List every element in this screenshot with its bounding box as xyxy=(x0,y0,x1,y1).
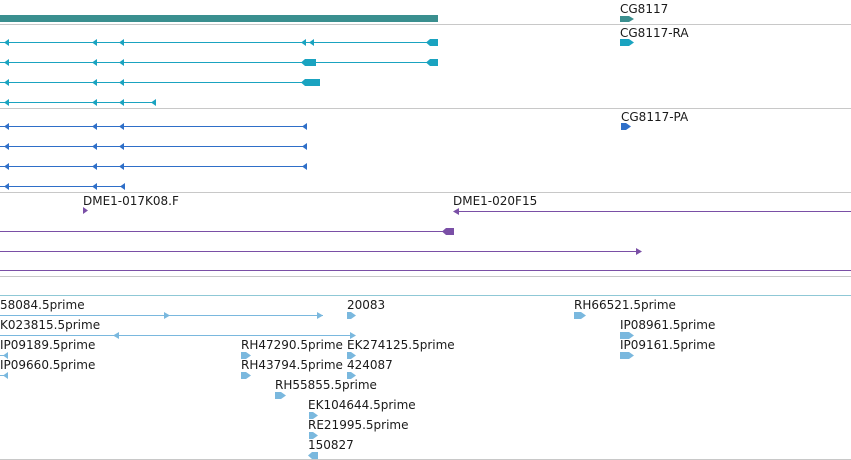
est-label[interactable]: IP09660.5prime xyxy=(0,358,96,372)
est-feature[interactable] xyxy=(620,352,634,359)
est-feature[interactable] xyxy=(347,372,356,379)
est-label[interactable]: RH47290.5prime xyxy=(241,338,343,352)
protein-feature[interactable] xyxy=(0,123,307,130)
clone-feature[interactable] xyxy=(0,228,454,235)
est-label[interactable]: 58084.5prime xyxy=(0,298,85,312)
est-feature[interactable] xyxy=(574,312,586,319)
gene-feature[interactable] xyxy=(0,15,438,22)
est-label[interactable]: K023815.5prime xyxy=(0,318,101,332)
transcript-feature[interactable] xyxy=(620,39,634,46)
est-label[interactable]: EK274125.5prime xyxy=(347,338,455,352)
est-feature[interactable] xyxy=(0,332,356,339)
gene-label[interactable]: CG8117 xyxy=(620,2,669,16)
protein-feature[interactable] xyxy=(621,123,631,130)
clone-label[interactable]: DME1-017K08.F xyxy=(83,194,179,208)
est-feature[interactable] xyxy=(241,352,251,359)
clone-label[interactable]: DME1-020F15 xyxy=(453,194,538,208)
transcript-feature[interactable] xyxy=(0,39,438,46)
est-feature[interactable] xyxy=(308,452,318,459)
est-feature[interactable] xyxy=(275,392,286,399)
protein-feature[interactable] xyxy=(0,163,307,170)
est-feature[interactable] xyxy=(0,372,8,379)
est-feature[interactable] xyxy=(309,412,318,419)
clone-feature[interactable] xyxy=(453,208,851,215)
est-label[interactable]: EK104644.5prime xyxy=(308,398,416,412)
est-feature[interactable] xyxy=(0,312,323,319)
est-label[interactable]: 20083 xyxy=(347,298,386,312)
est-label[interactable]: RE21995.5prime xyxy=(308,418,409,432)
clone-feature[interactable] xyxy=(83,207,88,214)
est-label[interactable]: 150827 xyxy=(308,438,354,452)
est-label[interactable]: IP08961.5prime xyxy=(620,318,716,332)
transcript-feature[interactable] xyxy=(0,79,320,86)
protein-feature[interactable] xyxy=(0,143,307,150)
gene-feature[interactable] xyxy=(620,16,634,22)
est-feature[interactable] xyxy=(241,372,251,379)
est-label[interactable]: RH43794.5prime xyxy=(241,358,343,372)
est-label[interactable]: IP09189.5prime xyxy=(0,338,96,352)
est-feature[interactable] xyxy=(347,312,356,319)
transcript-feature[interactable] xyxy=(0,59,438,66)
transcript-feature[interactable] xyxy=(0,99,156,106)
transcript-label[interactable]: CG8117-RA xyxy=(620,26,689,40)
protein-feature[interactable] xyxy=(0,183,125,190)
clone-feature[interactable] xyxy=(0,248,642,255)
track-dividers xyxy=(0,24,851,460)
est-label[interactable]: IP09161.5prime xyxy=(620,338,716,352)
est-label[interactable]: RH66521.5prime xyxy=(574,298,676,312)
est-feature[interactable] xyxy=(620,332,634,339)
est-label[interactable]: 424087 xyxy=(347,358,393,372)
est-feature[interactable] xyxy=(0,352,8,359)
est-label[interactable]: RH55855.5prime xyxy=(275,378,377,392)
protein-label[interactable]: CG8117-PA xyxy=(621,110,689,124)
est-feature[interactable] xyxy=(347,352,356,359)
est-feature[interactable] xyxy=(309,432,318,439)
